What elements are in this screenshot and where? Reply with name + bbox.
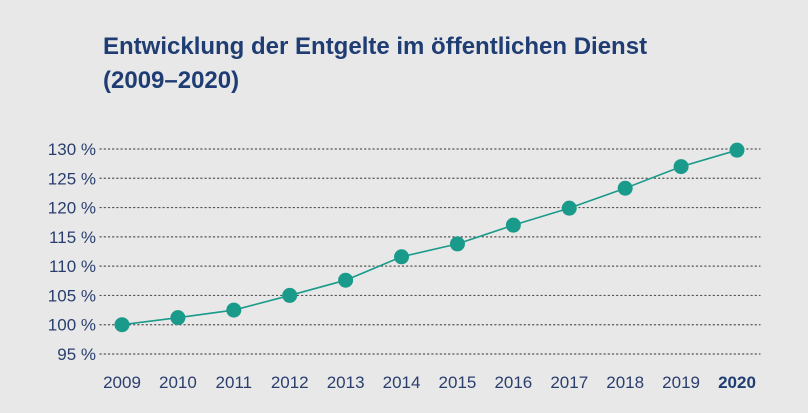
data-point: [338, 272, 354, 288]
y-tick-label: 130 %: [48, 140, 96, 159]
x-tick-label: 2020: [718, 373, 756, 392]
x-tick-label: 2018: [606, 373, 644, 392]
x-tick-label: 2017: [550, 373, 588, 392]
data-point: [561, 200, 577, 216]
data-point: [114, 317, 130, 333]
x-tick-label: 2011: [216, 373, 253, 392]
series-line: [121, 149, 738, 326]
data-point: [394, 249, 410, 265]
data-point: [617, 180, 633, 196]
y-tick-label: 105 %: [48, 286, 96, 305]
data-point: [673, 159, 689, 175]
y-tick-label: 110 %: [49, 257, 96, 276]
x-tick-label: 2016: [494, 373, 532, 392]
chart-title: Entwicklung der Entgelte im öffentlichen…: [103, 30, 647, 98]
data-point: [505, 217, 521, 233]
x-tick-label: 2013: [327, 373, 365, 392]
x-tick-label: 2010: [159, 373, 197, 392]
x-tick-label: 2014: [383, 373, 421, 392]
y-tick-label: 125 %: [48, 169, 96, 188]
y-tick-label: 120 %: [48, 199, 96, 218]
data-point: [170, 310, 186, 326]
x-tick-label: 2015: [439, 373, 477, 392]
x-tick-label: 2012: [271, 373, 309, 392]
y-tick-label: 115 %: [49, 228, 96, 247]
y-tick-label: 95 %: [57, 345, 96, 364]
data-point: [729, 142, 745, 158]
data-point: [282, 287, 298, 303]
chart-title-line1: Entwicklung der Entgelte im öffentlichen…: [103, 33, 648, 60]
chart-title-line2: (2009–2020): [103, 67, 240, 94]
data-point: [449, 236, 465, 252]
data-point: [226, 302, 242, 318]
x-tick-label: 2009: [103, 373, 141, 392]
x-tick-label: 2019: [662, 373, 700, 392]
y-tick-label: 100 %: [48, 316, 96, 335]
